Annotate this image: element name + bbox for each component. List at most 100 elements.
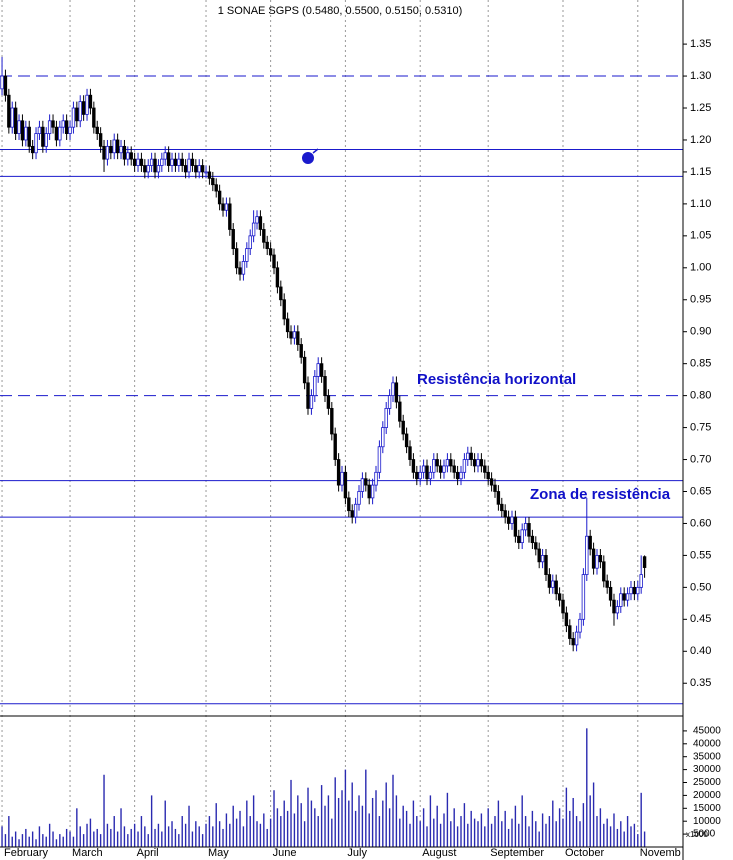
candle-body [214, 184, 218, 192]
volume-tick-label: 45000 [693, 726, 721, 737]
candle-body [574, 631, 579, 646]
candle-body [517, 535, 521, 544]
candle-body [489, 478, 494, 486]
candle-body [228, 203, 232, 230]
candle-body [78, 101, 82, 122]
volume-bar [443, 813, 445, 847]
volume-tick-label: 5000 [693, 829, 716, 840]
candle-body [625, 593, 630, 601]
volume-bar [280, 816, 282, 847]
volume-bar [21, 834, 24, 847]
candle-body [180, 158, 184, 166]
candle-body [486, 471, 490, 480]
volume-bar [1, 826, 3, 847]
volume-bar [164, 800, 166, 847]
volume-bar [371, 797, 374, 847]
candle-body [500, 503, 504, 512]
volume-bar [55, 839, 58, 847]
candle-body [221, 203, 225, 211]
volume-bar [331, 818, 333, 847]
volume-bar [157, 823, 160, 847]
y-tick-label: 0.65 [690, 485, 711, 497]
candle-body [350, 510, 354, 518]
candle-body [432, 459, 436, 473]
candle-body [299, 344, 303, 358]
volume-bar [72, 836, 75, 847]
candle-body [554, 580, 558, 595]
candle-body [248, 235, 252, 250]
candle-body [459, 471, 463, 480]
candle-body [374, 471, 378, 486]
candle-body [642, 556, 647, 568]
candle-body [449, 459, 453, 467]
x-tick-label: September [490, 847, 544, 859]
volume-bar [225, 813, 228, 847]
volume-tick-label: 20000 [693, 790, 721, 801]
candle-body [258, 216, 263, 230]
volume-bar [62, 836, 64, 847]
volume-tick-label: 10000 [693, 816, 721, 827]
candle-body [588, 535, 592, 550]
volume-bar [286, 810, 289, 847]
chart-title: 1 SONAE SGPS (0.5480, 0.5500, 0.5150, 0.… [218, 5, 463, 17]
volume-bar [562, 818, 564, 847]
candle-body [353, 503, 358, 518]
volume-bar [103, 774, 105, 847]
candle-body [224, 203, 229, 211]
volume-bar [596, 816, 598, 847]
volume-bar [470, 810, 472, 847]
candle-body [506, 516, 511, 524]
candle-body [255, 216, 259, 224]
y-tick-label: 0.40 [690, 645, 711, 657]
volume-bar [643, 831, 646, 847]
candle-body [122, 145, 127, 160]
candle-body [622, 593, 626, 601]
volume-bar [609, 826, 612, 847]
volume-bar [507, 828, 510, 847]
volume-bar [276, 808, 279, 847]
candle-body [581, 574, 586, 620]
candle-body [132, 158, 137, 166]
y-tick-label: 1.10 [690, 198, 711, 210]
candle-body [316, 363, 320, 377]
candle-body [578, 618, 582, 633]
volume-bar [303, 821, 306, 847]
volume-bar [402, 805, 404, 847]
candle-body [496, 491, 501, 505]
candle-body [483, 465, 487, 473]
x-tick-label: May [208, 847, 229, 859]
volume-bar [82, 834, 85, 847]
marker-icon [312, 148, 319, 154]
y-tick-label: 0.45 [690, 613, 711, 625]
candle-body [445, 459, 450, 467]
candle-body [47, 120, 52, 134]
y-tick-label: 1.25 [690, 102, 711, 114]
candle-body [85, 94, 89, 115]
volume-bar [426, 826, 428, 847]
x-tick-label: June [273, 847, 297, 859]
volume-bar [616, 828, 619, 847]
candle-body [608, 586, 613, 601]
volume-bar [334, 777, 336, 847]
volume-bar [524, 816, 527, 847]
x-tick-label: February [4, 847, 49, 859]
volume-bar [344, 769, 347, 847]
volume-bar [538, 831, 540, 847]
volume-bar [453, 808, 455, 847]
volume-bar [599, 808, 602, 847]
candle-body [336, 459, 341, 486]
candle-body [153, 158, 157, 173]
candle-body [442, 465, 446, 473]
volume-bar [79, 826, 81, 847]
candle-body [568, 625, 572, 639]
candle-body [177, 158, 181, 166]
volume-bar [327, 795, 330, 847]
volume-bar [358, 795, 360, 847]
x-tick-label: March [72, 847, 103, 859]
volume-bar [208, 816, 211, 847]
candle-body [285, 318, 290, 333]
candle-body [527, 523, 531, 537]
volume-bar [416, 816, 418, 847]
y-tick-label: 1.15 [690, 166, 711, 178]
volume-bar [45, 836, 47, 847]
